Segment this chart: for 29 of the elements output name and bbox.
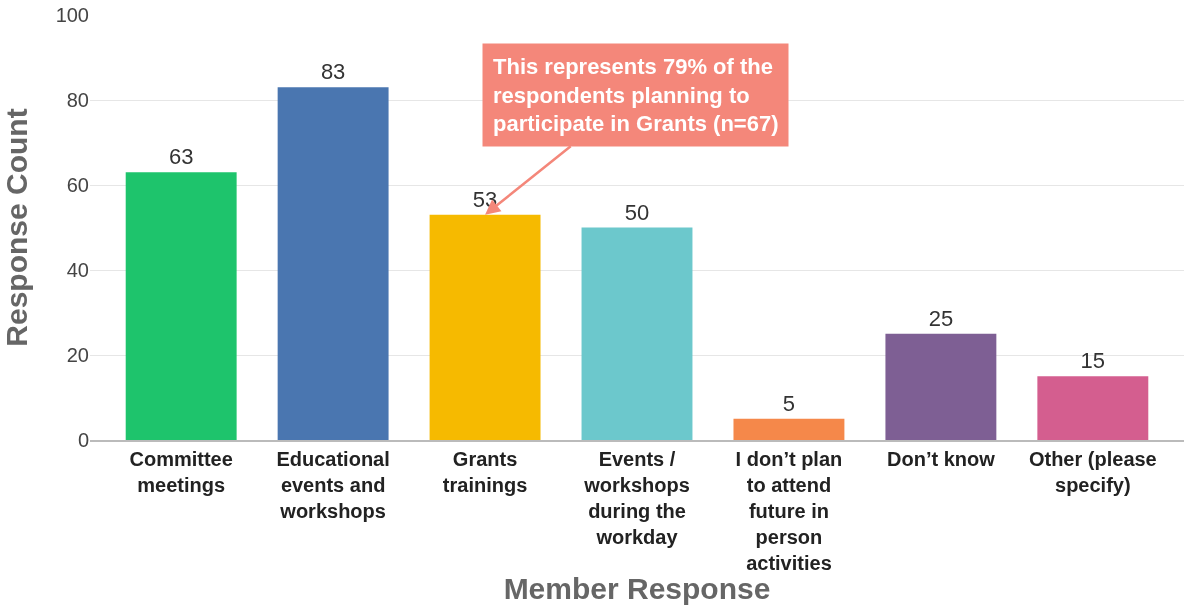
y-tick-label: 0 <box>77 429 89 451</box>
y-tick-label: 80 <box>66 89 89 111</box>
y-tick-label: 20 <box>66 344 89 366</box>
data-label: 83 <box>320 59 346 85</box>
y-axis-title: Response Count <box>0 108 33 347</box>
x-tick-label: Don’t know <box>887 447 996 470</box>
bar <box>1037 376 1149 440</box>
bar <box>885 333 997 440</box>
bar <box>733 418 845 440</box>
x-tick-label: Educational events and workshops <box>276 447 390 522</box>
x-tick-label: Other (please specify) <box>1028 447 1157 496</box>
y-tick-label: 100 <box>55 4 89 26</box>
annotation: This represents 79% of the respondents planning to participate in Grants (n=67) <box>493 54 779 137</box>
data-label: 25 <box>928 305 954 331</box>
data-label: 50 <box>624 199 650 225</box>
x-tick-label: Events / workshops during the workday <box>583 447 690 548</box>
data-label: 63 <box>168 144 194 170</box>
x-tick-label: I don’t plan to attend future in person activities <box>735 447 843 574</box>
bar <box>429 214 541 440</box>
bar <box>125 172 237 440</box>
data-label: 15 <box>1080 348 1106 374</box>
x-tick-label: Grants trainings <box>442 447 528 496</box>
data-label: 5 <box>782 390 796 416</box>
bar <box>581 227 693 440</box>
y-tick-label: 60 <box>66 174 89 196</box>
bar <box>277 87 389 440</box>
x-axis-title: Member Response <box>503 572 771 605</box>
y-tick-label: 40 <box>66 259 89 281</box>
x-tick-label: Committee meetings <box>129 447 233 496</box>
